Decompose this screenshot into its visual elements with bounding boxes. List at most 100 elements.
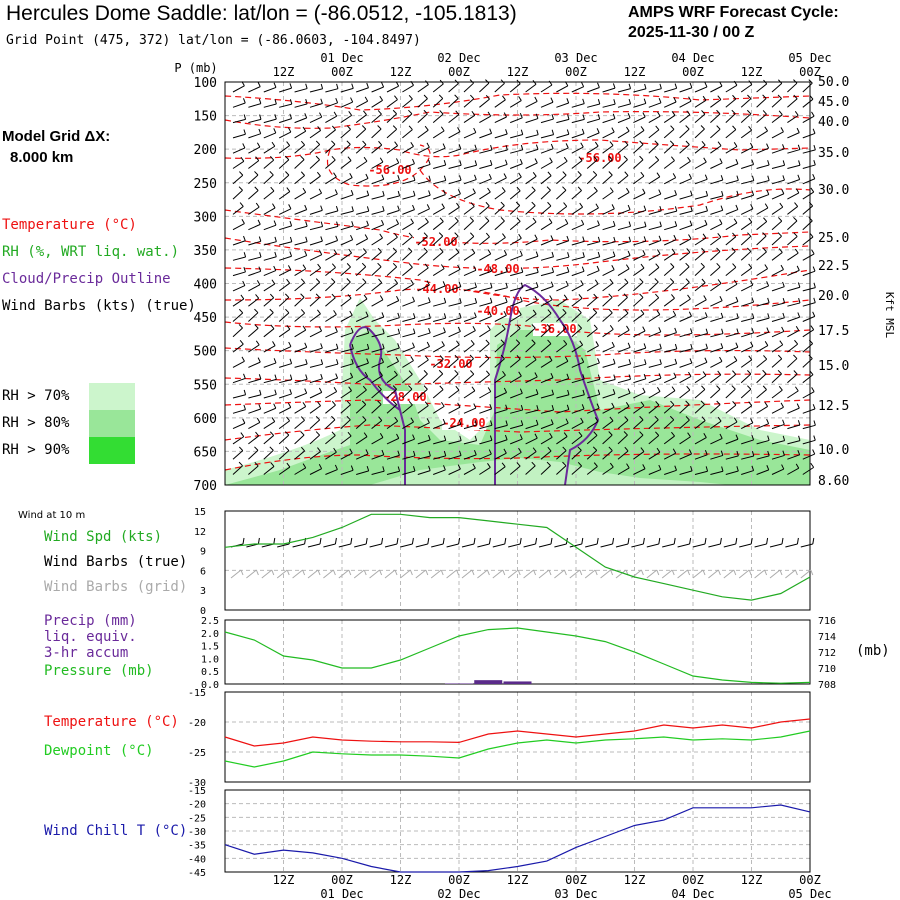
wind-barb-shaft [325, 159, 336, 169]
wind-barb-shaft [725, 438, 739, 445]
wind-barb-shaft [602, 208, 615, 215]
wind-barb-shaft [663, 281, 675, 292]
wind-barb-shaft [710, 99, 722, 108]
wind-barb-flag [686, 385, 691, 391]
pressure-tick-label: 708 [818, 680, 836, 691]
wind-barb-shaft [432, 83, 444, 93]
wind-barb-shaft [787, 132, 800, 139]
wind-barb-shaft [664, 210, 677, 215]
pressure-tick-label: 712 [818, 648, 836, 659]
wind-barb-shaft [617, 312, 629, 322]
wind-barb-flag [642, 464, 646, 469]
wind-barb-shaft [663, 177, 676, 185]
true-barb-flag [719, 537, 722, 545]
wind-barb-flag [735, 434, 739, 440]
grid-barb [754, 569, 765, 579]
wind-barb-shaft [602, 328, 614, 338]
wind-barb-shaft [694, 144, 706, 154]
wind-barb-flag [423, 232, 428, 237]
wind-barb-flag [443, 327, 446, 333]
wind-barb-shaft [633, 419, 644, 429]
wind-barb-shaft [232, 285, 246, 292]
wind-barb-shaft [617, 130, 630, 139]
wind-barb-flag [639, 431, 644, 436]
wind-barb-flag [763, 217, 768, 222]
wind-barb-shaft [648, 348, 662, 353]
wind-barb-flag [363, 294, 368, 300]
wind-barb-shaft [525, 327, 536, 338]
wind-barb-shaft [479, 287, 493, 292]
wind-barb-shaft [587, 132, 600, 139]
wind-barb-flag [333, 310, 337, 315]
wind-barb-flag [643, 98, 647, 104]
wind-barb-shaft [479, 149, 493, 154]
wind-barb-flag [595, 203, 599, 209]
wind-barb-flag [717, 95, 722, 100]
wind-barb-shaft [663, 297, 675, 307]
true-barb-flag [550, 537, 553, 545]
wind-barb-shaft [386, 374, 398, 384]
pressure-tick-label: 716 [818, 616, 836, 627]
wind-barb-flag [779, 340, 784, 346]
wind-barb-flag [289, 389, 293, 395]
wind-barb-flag [490, 282, 493, 288]
wind-chill-tick-label: -30 [188, 827, 206, 838]
wind-barb-shaft [571, 312, 582, 322]
wind-barb-flag [408, 232, 413, 238]
wind-barb-flag [269, 156, 275, 161]
wind-barb-shaft [448, 83, 459, 93]
wind-barb-shaft [802, 439, 816, 445]
wind-barb-shaft [417, 221, 429, 231]
wind-barb-shaft [540, 285, 554, 292]
wind-barb-shaft [448, 179, 462, 185]
wind-barb-flag [549, 157, 553, 163]
wind-barb-shaft [278, 174, 290, 185]
wind-barb-shaft [433, 302, 446, 307]
wind-barb-flag [520, 267, 524, 273]
wind-barb-shaft [710, 404, 721, 414]
wind-barb-flag [656, 386, 661, 392]
wind-barb-flag [547, 446, 552, 452]
wind-barb-flag [657, 111, 661, 117]
wind-barb-flag [731, 385, 736, 390]
wind-barb-shaft [741, 332, 754, 338]
wind-barb-shaft [263, 86, 277, 93]
wind-barb-flag [578, 431, 583, 437]
grid-barb [600, 569, 611, 579]
wind-barb-shaft [479, 98, 490, 108]
wind-barb-shaft [694, 128, 705, 139]
grid-barb [307, 569, 319, 579]
wind-barb-shaft [309, 468, 322, 475]
wind-barb-flag [412, 158, 415, 164]
wind-barb-flag [258, 98, 262, 104]
wind-barb-shaft [248, 344, 260, 353]
wind-barb-flag [285, 308, 290, 314]
wind-barb-shaft [356, 362, 369, 368]
wind-barb-flag [701, 278, 706, 284]
wind-speed-tick-label: 12 [194, 527, 206, 538]
wind-barb-flag [685, 278, 690, 283]
wind-barb-flag [364, 371, 369, 377]
wind-barb-flag [474, 298, 478, 304]
legend-rh80-swatch [89, 410, 135, 437]
wind-barb-flag [518, 172, 522, 178]
wind-barb-flag [305, 359, 308, 365]
wind-barb-shaft [694, 375, 707, 384]
wind-barb-shaft [633, 313, 645, 322]
wind-barb-shaft [417, 470, 431, 475]
wind-barb-flag [377, 262, 382, 268]
wind-barb-flag [300, 431, 305, 436]
wind-barb-shaft [433, 180, 446, 185]
wind-barb-flag [717, 279, 722, 284]
wind-barb-shaft [525, 313, 537, 322]
wind-barb-shaft [617, 363, 631, 368]
wind-barb-flag [705, 190, 709, 196]
wind-barb-flag [243, 114, 247, 120]
wind-barb-shaft [663, 404, 675, 414]
wind-barb-shaft [586, 159, 598, 169]
wind-barb-shaft [740, 84, 753, 93]
wind-barb-shaft [386, 333, 400, 338]
wind-barb-flag [334, 189, 338, 195]
wind-barb-flag [457, 127, 461, 132]
wind-barb-flag [777, 369, 782, 375]
